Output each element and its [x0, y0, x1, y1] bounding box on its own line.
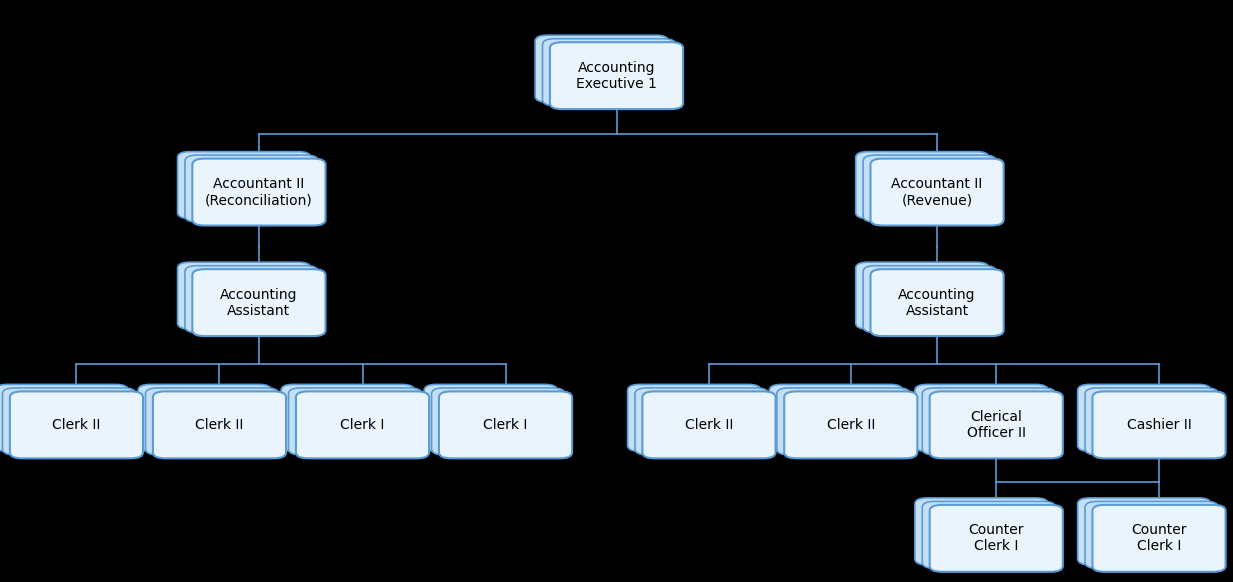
Text: Cashier II: Cashier II: [1127, 418, 1191, 432]
Text: Accountant II
(Revenue): Accountant II (Revenue): [891, 177, 983, 207]
FancyBboxPatch shape: [856, 151, 989, 218]
Text: Accounting
Executive 1: Accounting Executive 1: [576, 61, 657, 91]
FancyBboxPatch shape: [2, 388, 136, 455]
Text: Clerk I: Clerk I: [340, 418, 385, 432]
Text: Counter
Clerk I: Counter Clerk I: [968, 523, 1025, 553]
FancyBboxPatch shape: [784, 391, 917, 459]
FancyBboxPatch shape: [777, 388, 910, 455]
FancyBboxPatch shape: [1085, 388, 1218, 455]
FancyBboxPatch shape: [769, 384, 903, 452]
FancyBboxPatch shape: [192, 158, 326, 225]
Text: Clerk II: Clerk II: [684, 418, 734, 432]
FancyBboxPatch shape: [0, 384, 128, 452]
FancyBboxPatch shape: [870, 269, 1004, 336]
Text: Clerk I: Clerk I: [483, 418, 528, 432]
FancyBboxPatch shape: [870, 158, 1004, 225]
FancyBboxPatch shape: [178, 262, 311, 329]
FancyBboxPatch shape: [153, 391, 286, 459]
FancyBboxPatch shape: [296, 391, 429, 459]
FancyBboxPatch shape: [178, 151, 311, 218]
FancyBboxPatch shape: [1085, 501, 1218, 568]
Text: Accountant II
(Reconciliation): Accountant II (Reconciliation): [205, 177, 313, 207]
FancyBboxPatch shape: [915, 384, 1048, 452]
FancyBboxPatch shape: [930, 391, 1063, 459]
FancyBboxPatch shape: [856, 262, 989, 329]
Text: Clerk II: Clerk II: [826, 418, 875, 432]
FancyBboxPatch shape: [289, 388, 422, 455]
FancyBboxPatch shape: [1092, 505, 1226, 572]
FancyBboxPatch shape: [635, 388, 768, 455]
Text: Clerical
Officer II: Clerical Officer II: [967, 410, 1026, 440]
Text: Accounting
Assistant: Accounting Assistant: [221, 288, 297, 318]
FancyBboxPatch shape: [185, 155, 318, 222]
FancyBboxPatch shape: [915, 498, 1048, 565]
FancyBboxPatch shape: [628, 384, 761, 452]
FancyBboxPatch shape: [863, 155, 996, 222]
FancyBboxPatch shape: [432, 388, 565, 455]
FancyBboxPatch shape: [1078, 384, 1211, 452]
Text: Counter
Clerk I: Counter Clerk I: [1131, 523, 1187, 553]
FancyBboxPatch shape: [550, 42, 683, 109]
FancyBboxPatch shape: [185, 265, 318, 333]
FancyBboxPatch shape: [1078, 498, 1211, 565]
FancyBboxPatch shape: [281, 384, 414, 452]
FancyBboxPatch shape: [192, 269, 326, 336]
Text: Clerk II: Clerk II: [195, 418, 244, 432]
FancyBboxPatch shape: [424, 384, 557, 452]
FancyBboxPatch shape: [930, 505, 1063, 572]
FancyBboxPatch shape: [922, 501, 1055, 568]
FancyBboxPatch shape: [863, 265, 996, 333]
FancyBboxPatch shape: [922, 388, 1055, 455]
Text: Accounting
Assistant: Accounting Assistant: [899, 288, 975, 318]
FancyBboxPatch shape: [145, 388, 279, 455]
FancyBboxPatch shape: [138, 384, 271, 452]
FancyBboxPatch shape: [10, 391, 143, 459]
Text: Clerk II: Clerk II: [52, 418, 101, 432]
FancyBboxPatch shape: [642, 391, 776, 459]
FancyBboxPatch shape: [535, 35, 668, 102]
FancyBboxPatch shape: [439, 391, 572, 459]
FancyBboxPatch shape: [1092, 391, 1226, 459]
FancyBboxPatch shape: [543, 38, 676, 106]
